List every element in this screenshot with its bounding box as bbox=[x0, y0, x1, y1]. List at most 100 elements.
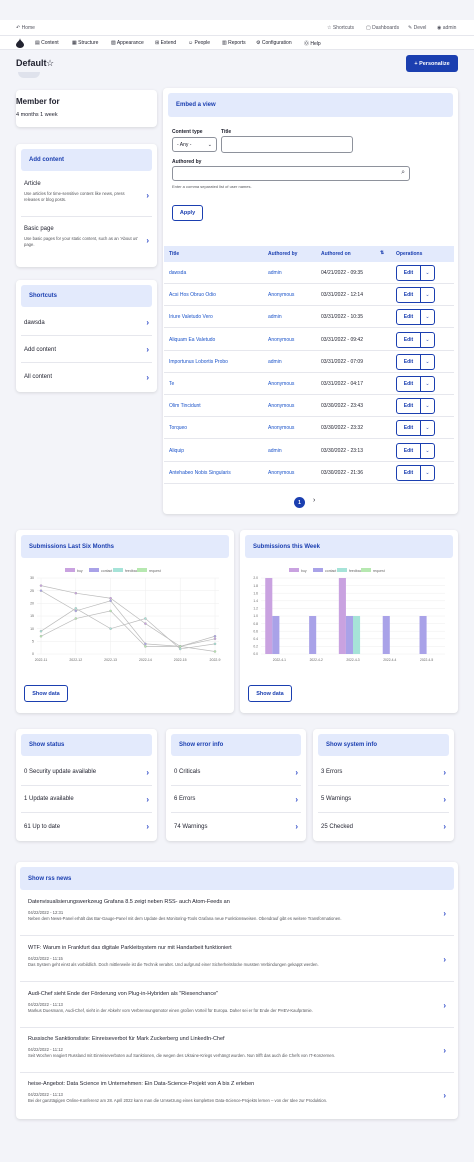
system-item[interactable]: 5 Warnings › bbox=[318, 786, 449, 813]
col-title[interactable]: Title bbox=[169, 251, 180, 257]
chevron-down-icon[interactable]: ⌄ bbox=[425, 403, 430, 410]
home-link[interactable]: ↶ Home bbox=[16, 25, 35, 31]
row-title-link[interactable]: Iriure Valetudo Vero bbox=[169, 314, 213, 321]
rss-item[interactable]: Audi-Chef sieht Ende der Förderung von P… bbox=[20, 985, 454, 1028]
bar-contact bbox=[419, 616, 427, 654]
error-item[interactable]: 0 Criticals › bbox=[171, 759, 301, 786]
wrench-icon: ✎ bbox=[408, 25, 414, 31]
menu-appearance[interactable]: ▨ Appearance bbox=[111, 40, 144, 46]
shortcuts-link[interactable]: ☆ Shortcuts bbox=[327, 25, 354, 31]
chart-card-six-months: Submissions Last Six Months buy contact fe… bbox=[16, 530, 234, 713]
row-author-link[interactable]: Anonymous bbox=[268, 425, 295, 432]
chevron-down-icon[interactable]: ⌄ bbox=[425, 381, 430, 387]
row-title-link[interactable]: Antehabeo Nobis Singularis bbox=[169, 469, 231, 476]
show-data-button[interactable]: Show data bbox=[24, 685, 68, 702]
menu-reports[interactable]: ▥ Reports bbox=[222, 40, 246, 46]
menu-people[interactable]: ☺ People bbox=[188, 40, 210, 46]
edit-button[interactable]: Edit bbox=[397, 443, 421, 458]
chevron-right-icon: › bbox=[146, 191, 149, 200]
status-item[interactable]: 0 Security update available › bbox=[21, 759, 152, 786]
chevron-down-icon[interactable]: ⌄ bbox=[425, 469, 430, 476]
pager-current[interactable]: 1 bbox=[294, 497, 305, 508]
row-title-link[interactable]: Aliquip bbox=[169, 447, 185, 454]
edit-button[interactable]: Edit bbox=[397, 354, 421, 369]
data-point-buy bbox=[39, 584, 43, 587]
col-authored-on[interactable]: Authored on bbox=[321, 251, 351, 257]
status-item[interactable]: 61 Up to date › bbox=[21, 813, 152, 840]
rss-item[interactable]: Datenvisualisierungswerkzeug Grafana 8.5… bbox=[20, 893, 454, 936]
row-author-link[interactable]: admin bbox=[268, 447, 282, 454]
error-label: 6 Errors bbox=[174, 796, 196, 802]
sort-icon[interactable]: ⇅ bbox=[380, 250, 385, 256]
favorite-star-icon[interactable]: ☆ bbox=[46, 58, 55, 68]
shortcut-item[interactable]: All content › bbox=[21, 364, 152, 390]
status-item[interactable]: 1 Update available › bbox=[21, 786, 152, 813]
error-item[interactable]: 6 Errors › bbox=[171, 786, 301, 813]
dashboards-link[interactable]: ▢ Dashboards bbox=[366, 25, 399, 31]
row-title-link[interactable]: Aliquam Ea Valetudo bbox=[169, 336, 216, 343]
chevron-down-icon[interactable]: ⌄ bbox=[425, 447, 430, 454]
col-authored-by[interactable]: Authored by bbox=[268, 251, 298, 257]
edit-button[interactable]: Edit bbox=[397, 310, 421, 325]
edit-dropbutton: Edit ⌄ bbox=[396, 331, 435, 348]
chevron-down-icon[interactable]: ⌄ bbox=[425, 358, 430, 365]
rss-item[interactable]: heise-Angebot: Data Science im Unternehm… bbox=[20, 1075, 454, 1115]
add-content-item-article[interactable]: Article Use articles for time-sensitive … bbox=[21, 179, 152, 217]
row-author-link[interactable]: admin bbox=[268, 314, 282, 321]
edit-button[interactable]: Edit bbox=[397, 399, 421, 414]
chevron-down-icon[interactable]: ⌄ bbox=[425, 314, 430, 321]
shortcut-item[interactable]: dawsda › bbox=[21, 310, 152, 336]
rss-item-title: heise-Angebot: Data Science im Unternehm… bbox=[28, 1081, 255, 1087]
chevron-down-icon[interactable]: ⌄ bbox=[425, 336, 430, 343]
shortcut-item[interactable]: Add content › bbox=[21, 337, 152, 363]
chevron-down-icon[interactable]: ⌄ bbox=[425, 270, 430, 276]
row-author-link[interactable]: Anonymous bbox=[268, 292, 295, 299]
legend-swatch bbox=[113, 568, 123, 572]
home-label: Home bbox=[21, 25, 35, 31]
edit-button[interactable]: Edit bbox=[397, 465, 421, 480]
row-title-link[interactable]: Importunus Lobortis Probo bbox=[169, 358, 228, 365]
error-item[interactable]: 74 Warnings › bbox=[171, 813, 301, 840]
title-input[interactable] bbox=[221, 136, 353, 153]
row-date: 03/31/2022 - 10:35 bbox=[321, 314, 363, 321]
row-title-link[interactable]: Acsi Hos Obruo Odio bbox=[169, 292, 216, 299]
menu-structure[interactable]: ▦ Structure bbox=[72, 40, 98, 46]
authored-by-input[interactable]: ⌕ bbox=[172, 166, 410, 181]
pager-next[interactable]: › bbox=[313, 497, 316, 504]
row-author-link[interactable]: Anonymous bbox=[268, 336, 295, 343]
personalize-button[interactable]: + Personalize bbox=[406, 55, 458, 72]
row-title-link[interactable]: Olim Tincidunt bbox=[169, 403, 201, 410]
drupal-logo-icon[interactable] bbox=[16, 38, 24, 48]
rss-item[interactable]: Russische Sanktionsliste: Einreiseverbot… bbox=[20, 1030, 454, 1073]
row-author-link[interactable]: Anonymous bbox=[268, 469, 295, 476]
menu-help[interactable]: ⓪ Help bbox=[304, 40, 321, 47]
chevron-down-icon[interactable]: ⌄ bbox=[425, 425, 430, 432]
system-item[interactable]: 3 Errors › bbox=[318, 759, 449, 786]
user-icon: ◉ bbox=[437, 25, 443, 31]
menu-content[interactable]: ▤ Content bbox=[35, 40, 59, 46]
menu-extend[interactable]: ⊞ Extend bbox=[155, 40, 176, 46]
show-data-button[interactable]: Show data bbox=[248, 685, 292, 702]
chevron-down-icon[interactable]: ⌄ bbox=[425, 292, 430, 299]
edit-button[interactable]: Edit bbox=[397, 377, 421, 391]
row-title-link[interactable]: Te bbox=[169, 381, 175, 387]
row-author-link[interactable]: admin bbox=[268, 358, 282, 365]
rss-item[interactable]: WTF: Warum in Frankfurt das digitale Par… bbox=[20, 939, 454, 982]
row-author-link[interactable]: Anonymous bbox=[268, 403, 295, 410]
add-content-item-basic-page[interactable]: Basic page Use basic pages for your stat… bbox=[21, 224, 152, 262]
user-link[interactable]: ◉ admin bbox=[437, 25, 456, 31]
row-author-link[interactable]: admin bbox=[268, 270, 282, 276]
edit-button[interactable]: Edit bbox=[397, 421, 421, 436]
edit-button[interactable]: Edit bbox=[397, 332, 421, 347]
menu-configuration[interactable]: ⚙ Configuration bbox=[256, 40, 292, 46]
row-title-link[interactable]: Torqueo bbox=[169, 425, 188, 432]
content-type-select[interactable]: - Any - ⌄ bbox=[172, 137, 217, 152]
system-item[interactable]: 25 Checked › bbox=[318, 813, 449, 840]
shortcuts-header: Shortcuts bbox=[21, 285, 152, 307]
edit-button[interactable]: Edit bbox=[397, 288, 421, 303]
apply-button[interactable]: Apply bbox=[172, 205, 203, 221]
edit-button[interactable]: Edit bbox=[397, 266, 421, 280]
row-title-link[interactable]: dawsda bbox=[169, 270, 187, 276]
devel-link[interactable]: ✎ Devel bbox=[408, 25, 426, 31]
row-author-link[interactable]: Anonymous bbox=[268, 381, 295, 387]
